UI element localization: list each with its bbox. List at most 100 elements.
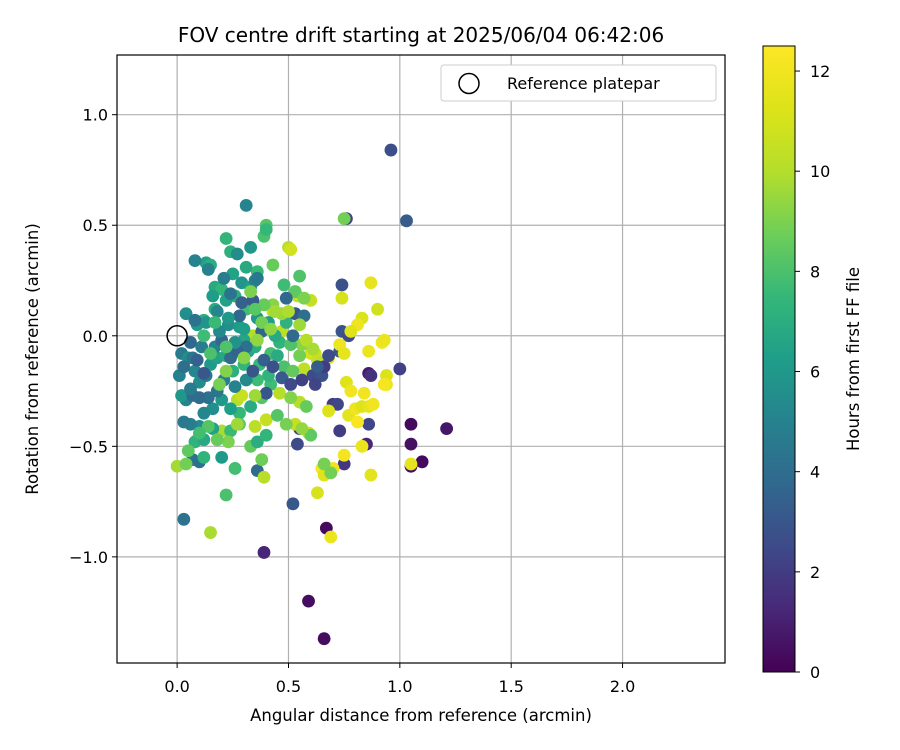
colorbar-tick-label: 12 — [810, 62, 830, 81]
grid-lines — [112, 55, 725, 668]
legend-label-reference-platepar: Reference platepar — [507, 74, 660, 93]
data-point — [197, 406, 211, 420]
data-point — [248, 420, 262, 433]
data-point — [284, 391, 298, 405]
colorbar-tick-label: 4 — [810, 463, 820, 482]
data-point — [333, 424, 347, 438]
data-point — [235, 296, 249, 310]
data-point — [224, 402, 237, 416]
data-point — [177, 512, 191, 526]
data-point — [246, 364, 260, 378]
data-point — [404, 417, 418, 431]
data-point — [286, 497, 300, 511]
data-point — [201, 391, 215, 405]
data-point — [355, 439, 369, 453]
data-point — [264, 322, 278, 336]
data-point — [351, 415, 364, 429]
data-point — [277, 278, 291, 292]
data-point — [228, 380, 242, 394]
data-point — [322, 349, 335, 363]
data-point — [364, 468, 378, 482]
data-point — [344, 324, 358, 338]
data-point — [204, 526, 217, 539]
data-point — [404, 437, 418, 451]
colorbar-tick-label: 10 — [810, 162, 830, 181]
data-point — [239, 260, 253, 274]
data-point — [255, 453, 269, 466]
data-point — [279, 291, 293, 305]
data-point — [237, 351, 251, 365]
data-point — [210, 305, 224, 318]
data-point — [324, 466, 338, 480]
colorbar-gradient — [762, 45, 796, 673]
data-point — [284, 243, 298, 256]
data-point — [235, 389, 249, 402]
data-point — [299, 333, 313, 347]
data-point — [335, 278, 349, 292]
data-point — [204, 347, 217, 360]
data-point — [239, 373, 253, 387]
data-point — [233, 309, 246, 323]
data-points — [170, 143, 454, 646]
data-point — [228, 462, 242, 475]
data-point — [250, 271, 264, 285]
data-point — [362, 417, 376, 431]
data-point — [219, 232, 233, 245]
data-point — [259, 428, 273, 442]
data-point — [230, 417, 244, 431]
data-point — [257, 470, 271, 484]
data-point — [337, 448, 351, 462]
data-point — [286, 364, 300, 378]
y-tick-labels: −1.0 −0.5 0.0 0.5 1.0 — [69, 106, 108, 567]
data-point — [295, 373, 309, 387]
data-point — [337, 347, 351, 360]
data-point — [357, 386, 371, 400]
colorbar-tick-label: 8 — [810, 262, 820, 281]
data-point — [177, 360, 191, 374]
plot-frame — [116, 54, 726, 664]
data-point — [224, 287, 237, 301]
data-point — [273, 386, 286, 400]
data-point — [250, 333, 264, 347]
data-point — [297, 291, 311, 305]
data-point — [206, 289, 220, 303]
x-tick-label: 1.5 — [498, 677, 523, 696]
data-point — [324, 530, 338, 544]
y-tick-label: 0.0 — [83, 327, 108, 346]
data-point — [259, 223, 273, 237]
data-point — [311, 360, 324, 374]
data-point — [259, 413, 273, 427]
data-point — [299, 400, 313, 413]
data-point — [210, 433, 224, 447]
data-point — [201, 263, 215, 276]
data-point — [188, 313, 202, 327]
data-point — [293, 318, 307, 332]
data-point — [230, 247, 244, 261]
x-tick-labels: 0.0 0.5 1.0 1.5 2.0 — [164, 677, 635, 696]
y-tick-label: 0.5 — [83, 216, 108, 235]
data-point — [215, 450, 229, 464]
data-point — [306, 342, 320, 356]
legend-marker — [458, 72, 480, 95]
data-point — [257, 353, 271, 367]
data-point — [197, 450, 211, 464]
data-point — [302, 594, 315, 608]
data-point — [415, 455, 429, 469]
legend: Reference platepar — [440, 64, 717, 102]
data-point — [384, 143, 398, 157]
legend-box — [440, 64, 717, 102]
x-tick-label: 2.0 — [610, 677, 635, 696]
colorbar-tick-label: 0 — [810, 663, 820, 682]
data-point — [311, 486, 324, 500]
data-point — [188, 254, 202, 268]
data-point — [268, 305, 282, 318]
data-point — [364, 276, 378, 290]
data-point — [244, 285, 258, 298]
data-point — [279, 417, 293, 431]
data-point — [400, 214, 413, 228]
data-point — [221, 435, 235, 449]
data-point — [197, 329, 211, 343]
data-point — [239, 198, 253, 212]
data-point — [317, 457, 331, 471]
